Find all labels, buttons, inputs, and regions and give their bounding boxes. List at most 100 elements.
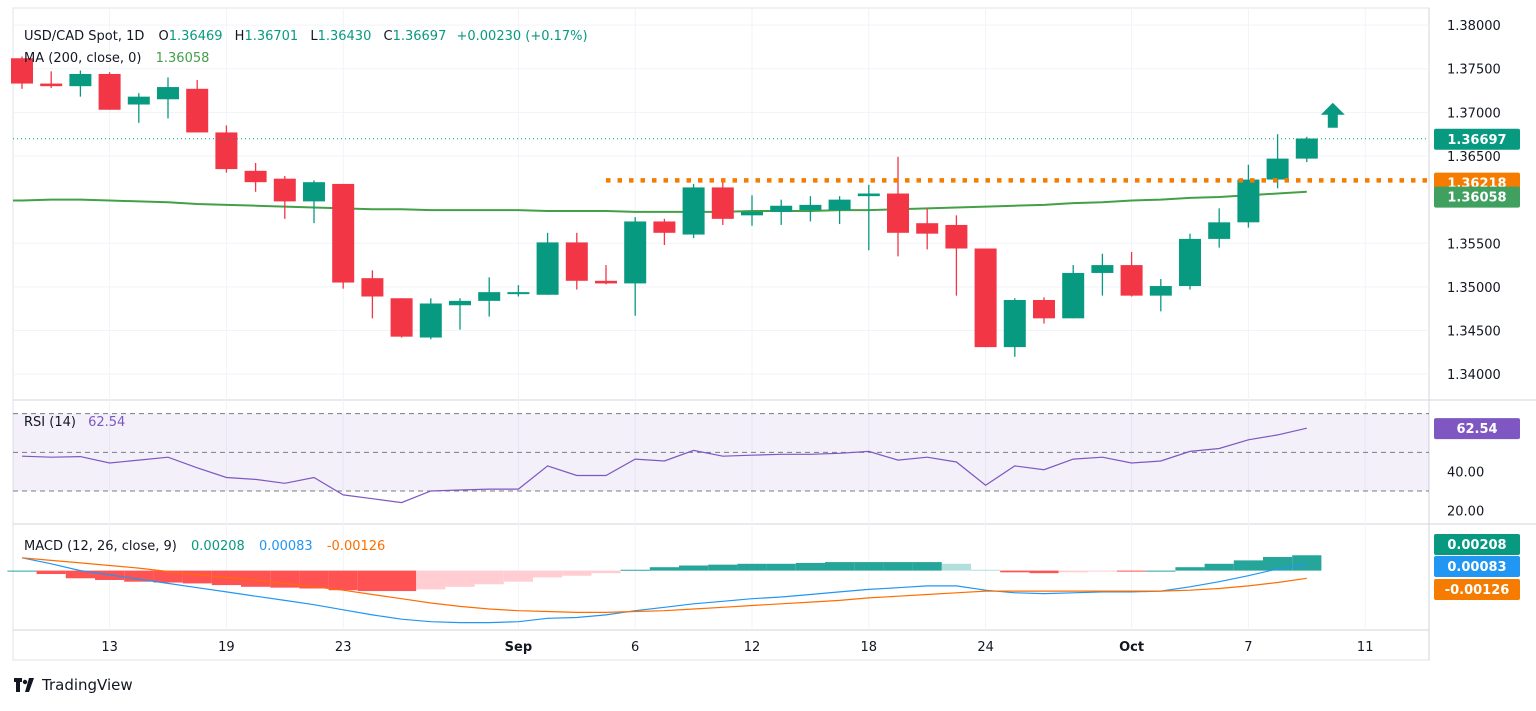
- candle-body: [770, 205, 793, 212]
- macd-hist-bar: [416, 570, 446, 590]
- macd-hist-bar: [1117, 570, 1147, 572]
- close-value: 1.36697: [393, 29, 447, 44]
- last-price-badge: [1434, 128, 1520, 150]
- candle-body: [1120, 265, 1143, 296]
- macd-hist-bar: [299, 570, 329, 589]
- tradingview-wordmark: TradingView: [42, 676, 133, 694]
- candle-body: [565, 242, 588, 281]
- macd-hist-bar: [1029, 570, 1059, 574]
- candles: [11, 56, 1318, 357]
- candle-body: [711, 187, 734, 219]
- macd-hist-bar: [1058, 570, 1088, 573]
- x-tick-label: 7: [1244, 640, 1252, 655]
- candle-body: [390, 298, 413, 337]
- macd-hist-bar: [766, 563, 796, 571]
- macd-hist-bar: [1292, 555, 1322, 571]
- candle-body: [799, 204, 822, 211]
- chart-title: USD/CAD Spot, 1D: [24, 29, 144, 44]
- macd-hist-bar: [241, 570, 271, 587]
- macd-legend: MACD (12, 26, close, 9) 0.00208 0.00083 …: [24, 539, 385, 554]
- macd-value: 0.00208: [191, 539, 245, 554]
- candle-body: [887, 193, 909, 233]
- last-price-badge-text: 1.36697: [1447, 133, 1506, 148]
- macd-hist-bar: [387, 570, 417, 592]
- candle-body: [11, 58, 33, 84]
- candle-body: [69, 73, 92, 87]
- x-tick-label: Oct: [1119, 640, 1144, 655]
- macd-hist-bar: [1087, 570, 1117, 572]
- price-tick-label: 1.35000: [1447, 281, 1501, 296]
- x-tick-label: 6: [631, 640, 639, 655]
- candle-body: [244, 170, 267, 183]
- legend-line: USD/CAD Spot, 1D O1.36469 H1.36701 L1.36…: [24, 29, 588, 44]
- price-tick-label: 1.37500: [1447, 63, 1501, 78]
- candle-body: [653, 221, 676, 233]
- macd-line: [21, 557, 1307, 624]
- grid: [13, 8, 1429, 630]
- macd-hist-bar: [679, 565, 709, 571]
- hist-value: -0.00126: [327, 539, 385, 554]
- candle-body: [624, 221, 647, 284]
- macd-hist-bar: [971, 569, 1001, 571]
- macd-hist-bar: [854, 562, 884, 571]
- candle-body: [916, 223, 939, 234]
- candle-body: [98, 73, 121, 110]
- macd-hist-bar: [357, 570, 387, 592]
- candle-body: [974, 248, 997, 348]
- rsi-label: RSI (14): [24, 415, 76, 430]
- tradingview-logo[interactable]: TradingView: [14, 676, 133, 694]
- macd-hist-bar: [124, 570, 154, 582]
- price-tick-label: 1.38000: [1447, 19, 1501, 34]
- rsi-badge: [1434, 418, 1520, 440]
- macd-hist-bar: [7, 570, 37, 572]
- signal-value: 0.00083: [259, 539, 313, 554]
- candle-body: [1091, 265, 1114, 273]
- hist-badge: [1434, 579, 1520, 600]
- macd-hist-bar: [36, 570, 66, 575]
- candle-body: [1208, 222, 1231, 239]
- x-tick-label: 11: [1357, 640, 1374, 655]
- macd-hist-bar: [445, 570, 475, 587]
- macd-hist-bar: [649, 567, 679, 571]
- ma-label: MA (200, close, 0): [24, 51, 141, 66]
- macd-label: MACD (12, 26, close, 9): [24, 539, 177, 554]
- candle-body: [1266, 158, 1289, 180]
- candle-body: [303, 182, 325, 202]
- candle-body: [536, 242, 559, 295]
- candle-body: [828, 199, 851, 211]
- macd-hist-bar: [533, 570, 563, 578]
- ma-value: 1.36058: [156, 51, 210, 66]
- candle-body: [1003, 300, 1026, 348]
- candle-body: [507, 292, 530, 295]
- rsi-tick-label: 20.00: [1447, 504, 1484, 519]
- macd-hist-bar: [474, 570, 504, 585]
- macd-hist-bar: [1175, 567, 1205, 571]
- annotations: [13, 102, 1429, 183]
- candle-body: [273, 178, 296, 202]
- open-value: 1.36469: [169, 29, 223, 44]
- macd-hist-bar: [270, 570, 300, 588]
- x-tick-label: 18: [861, 640, 878, 655]
- candle-body: [682, 187, 705, 235]
- candle-body: [419, 303, 442, 338]
- ma200-line: [13, 190, 1307, 213]
- macd-hist-bar: [708, 564, 738, 571]
- candle-body: [1149, 286, 1172, 296]
- price-tick-label: 1.37000: [1447, 106, 1501, 121]
- candle-body: [595, 280, 617, 284]
- macd-hist-bar: [182, 570, 212, 584]
- price-tick-label: 1.36500: [1447, 150, 1501, 165]
- macd-hist-bar: [1233, 560, 1263, 571]
- rsi-value: 62.54: [88, 415, 125, 430]
- candle-body: [741, 211, 763, 216]
- price-tick-label: 1.35500: [1447, 237, 1501, 252]
- rsi-band: [13, 413, 1429, 492]
- rsi-band-fill: [13, 413, 1429, 491]
- macd-hist-bar: [503, 570, 533, 582]
- candle-body: [1062, 272, 1085, 319]
- ma-badge: [1434, 186, 1520, 208]
- macd-hist-bar: [825, 562, 855, 571]
- macd-badge: [1434, 534, 1520, 555]
- rsi-line: [21, 427, 1307, 504]
